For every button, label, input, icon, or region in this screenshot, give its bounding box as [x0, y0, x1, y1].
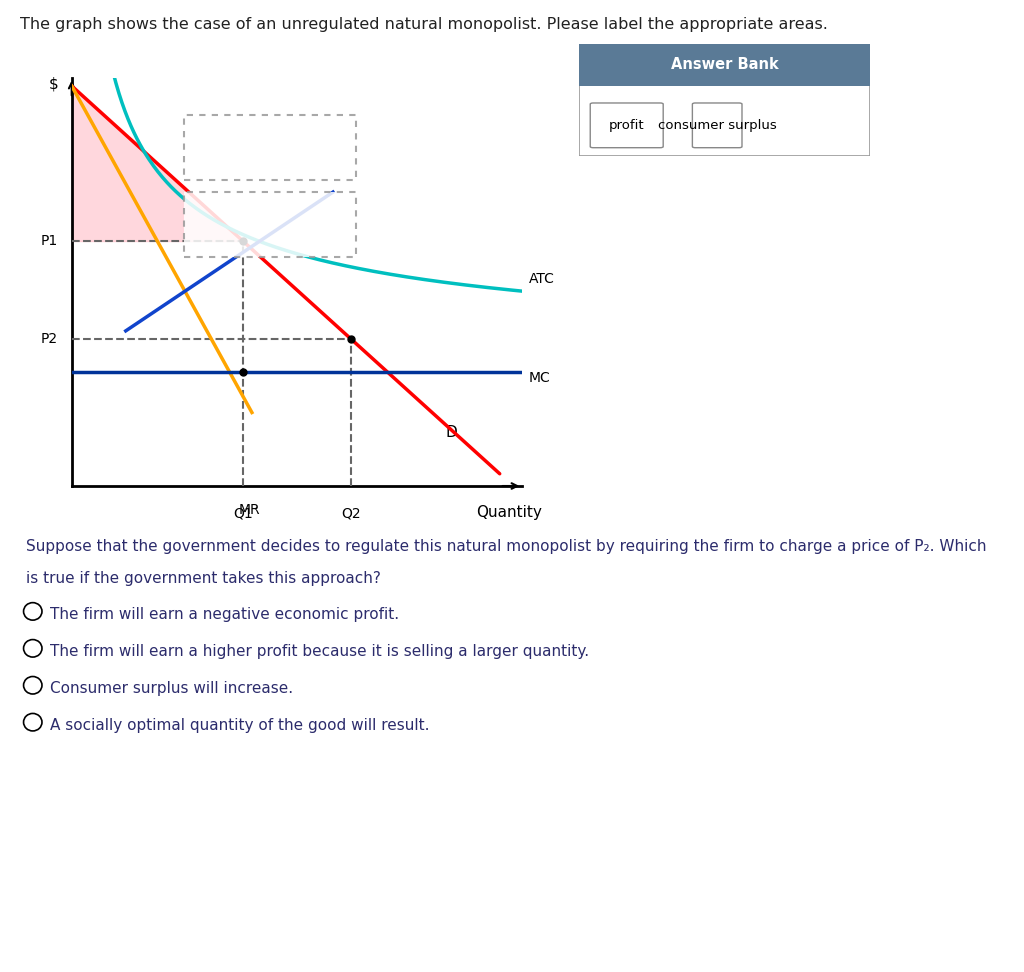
Polygon shape	[72, 86, 243, 241]
Text: MC: MC	[529, 370, 551, 385]
Text: P1: P1	[41, 234, 58, 248]
Text: Quantity: Quantity	[476, 505, 542, 520]
Text: profit: profit	[609, 119, 644, 132]
Text: Answer Bank: Answer Bank	[671, 57, 778, 73]
Text: D: D	[445, 426, 458, 440]
Text: MR: MR	[239, 503, 260, 517]
Text: Q1: Q1	[233, 506, 253, 520]
Text: Suppose that the government decides to regulate this natural monopolist by requi: Suppose that the government decides to r…	[26, 539, 986, 554]
Text: The firm will earn a negative economic profit.: The firm will earn a negative economic p…	[50, 608, 399, 622]
FancyBboxPatch shape	[579, 44, 870, 87]
Text: $: $	[49, 77, 58, 91]
Text: ATC: ATC	[529, 272, 555, 286]
Text: consumer surplus: consumer surplus	[657, 119, 776, 132]
FancyBboxPatch shape	[692, 103, 742, 148]
FancyBboxPatch shape	[184, 115, 355, 180]
Text: The firm will earn a higher profit because it is selling a larger quantity.: The firm will earn a higher profit becau…	[50, 644, 589, 659]
Text: The graph shows the case of an unregulated natural monopolist. Please label the : The graph shows the case of an unregulat…	[20, 17, 828, 32]
Text: Q2: Q2	[341, 506, 360, 520]
FancyBboxPatch shape	[590, 103, 664, 148]
Text: A socially optimal quantity of the good will result.: A socially optimal quantity of the good …	[50, 718, 430, 733]
FancyBboxPatch shape	[579, 44, 870, 156]
FancyBboxPatch shape	[184, 192, 355, 258]
Text: is true if the government takes this approach?: is true if the government takes this app…	[26, 571, 381, 585]
Text: Consumer surplus will increase.: Consumer surplus will increase.	[50, 681, 293, 696]
Text: P2: P2	[41, 332, 58, 346]
